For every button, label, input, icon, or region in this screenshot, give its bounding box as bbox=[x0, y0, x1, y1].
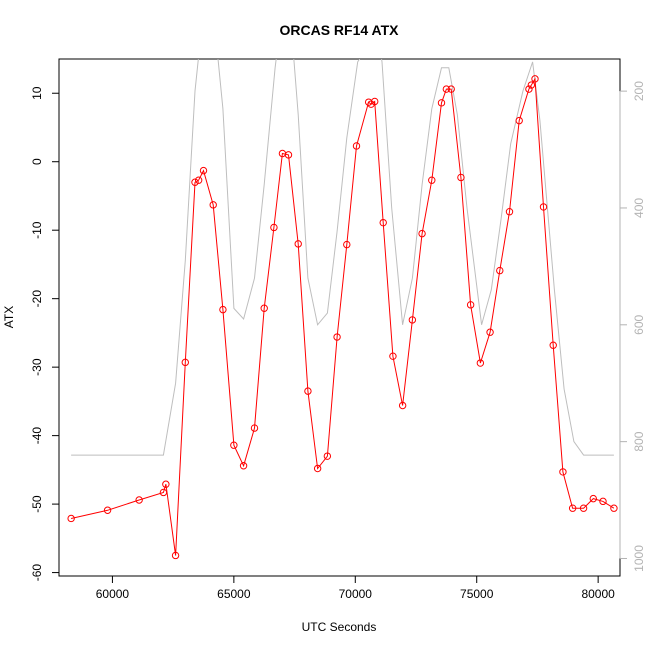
series-0-point bbox=[219, 305, 227, 314]
y-tick-label: -40 bbox=[30, 427, 44, 445]
series-0-point bbox=[549, 341, 557, 349]
series-0-point bbox=[230, 441, 238, 449]
series-0-point bbox=[171, 551, 180, 560]
series-0-point bbox=[323, 452, 332, 460]
series-1-line bbox=[71, 59, 614, 456]
marker-layer bbox=[67, 75, 618, 560]
series-0-point bbox=[333, 333, 341, 341]
series-0-point bbox=[371, 97, 379, 106]
y-tick-label: 10 bbox=[30, 86, 44, 100]
y-tick-label: -30 bbox=[30, 358, 44, 376]
y2-tick-label: 600 bbox=[632, 314, 646, 334]
series-0-point bbox=[199, 166, 208, 175]
y-tick-label: -60 bbox=[30, 564, 44, 582]
series-0-point bbox=[539, 203, 548, 211]
series-0-point bbox=[304, 387, 312, 395]
series-layer bbox=[70, 59, 615, 556]
y2-tick-label: 200 bbox=[632, 81, 646, 101]
x-tick-label: 70000 bbox=[339, 587, 373, 601]
series-0-point bbox=[531, 75, 539, 83]
series-0-point bbox=[209, 201, 217, 209]
series-0-point bbox=[194, 176, 203, 184]
x-tick-label: 65000 bbox=[217, 587, 251, 601]
series-0-point bbox=[191, 178, 199, 186]
series-0-point bbox=[589, 494, 597, 503]
series-0-point bbox=[486, 328, 494, 336]
series-0-point bbox=[250, 424, 259, 432]
series-0-point bbox=[260, 304, 268, 312]
x-tick-label: 80000 bbox=[581, 587, 615, 601]
series-0-point bbox=[67, 514, 75, 523]
series-0-point bbox=[457, 173, 465, 182]
series-0-point bbox=[476, 359, 485, 367]
series-0-point bbox=[610, 504, 618, 512]
x-axis-label: UTC Seconds bbox=[302, 620, 377, 634]
series-0-point bbox=[135, 496, 143, 504]
y-axis-label: ATX bbox=[2, 306, 16, 328]
x-tick-label: 75000 bbox=[460, 587, 494, 601]
series-0-point bbox=[447, 85, 455, 93]
series-0-point bbox=[343, 240, 351, 249]
series-0-point bbox=[294, 240, 302, 248]
y-tick-label: -20 bbox=[30, 290, 44, 308]
y-axis-left: -60 -50 -40 -30 -20 -10 0 10 bbox=[30, 86, 60, 582]
y-tick-label: -10 bbox=[30, 221, 44, 239]
series-0-point bbox=[442, 85, 451, 93]
series-0-point bbox=[515, 116, 523, 125]
y-tick-label: -50 bbox=[30, 495, 44, 513]
series-0-point bbox=[437, 99, 446, 107]
x-tick-label: 60000 bbox=[96, 587, 130, 601]
series-0-point bbox=[559, 468, 567, 476]
series-0-point bbox=[162, 480, 170, 488]
y2-tick-label: 400 bbox=[632, 198, 646, 218]
series-0-point bbox=[284, 151, 293, 159]
series-0-point bbox=[181, 358, 189, 367]
series-0-point bbox=[159, 488, 168, 497]
series-0-point bbox=[525, 85, 533, 93]
y2-tick-label: 800 bbox=[632, 431, 646, 451]
y2-tick-label: 1000 bbox=[632, 545, 646, 572]
series-0-point bbox=[398, 401, 407, 410]
series-0-point bbox=[103, 506, 112, 514]
series-0-point bbox=[313, 464, 322, 473]
y-axis-right: 200 400 600 800 1000 bbox=[619, 81, 646, 572]
series-0-point bbox=[496, 266, 504, 275]
series-0-point bbox=[527, 81, 536, 89]
series-0-point bbox=[270, 223, 278, 232]
series-0-point bbox=[352, 142, 361, 150]
series-0-point bbox=[505, 208, 514, 216]
x-axis: 60000 65000 70000 75000 80000 bbox=[96, 575, 615, 601]
series-0-line bbox=[70, 77, 615, 556]
series-0-point bbox=[568, 504, 577, 512]
series-0-point bbox=[428, 176, 436, 184]
y-tick-label: 0 bbox=[30, 158, 44, 165]
series-0-point bbox=[408, 316, 417, 324]
series-0-point bbox=[418, 229, 426, 238]
series-0-point bbox=[466, 301, 475, 309]
chart-title: ORCAS RF14 ATX bbox=[279, 22, 399, 38]
series-0-point bbox=[389, 352, 397, 360]
series-0-point bbox=[239, 462, 248, 470]
series-0-point bbox=[599, 497, 607, 506]
series-0-point bbox=[579, 504, 588, 512]
series-0-point bbox=[379, 218, 387, 227]
